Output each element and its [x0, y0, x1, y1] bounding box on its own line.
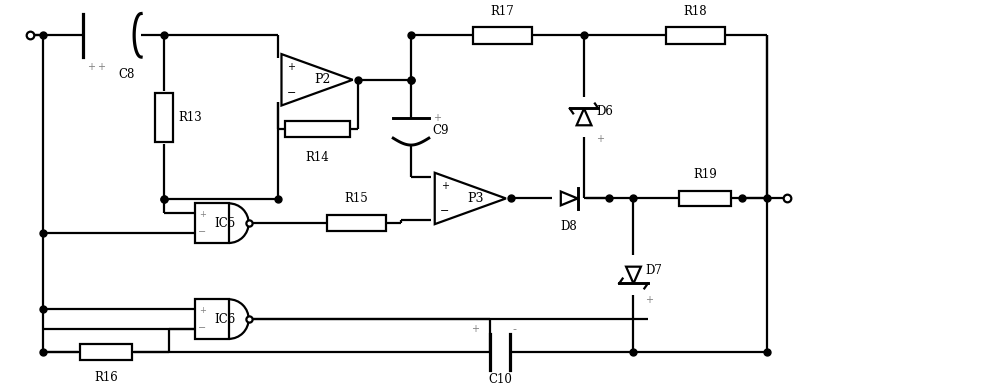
Text: −: − — [287, 88, 296, 98]
Text: D6: D6 — [596, 105, 613, 119]
Text: +: + — [287, 62, 295, 72]
Polygon shape — [281, 54, 353, 106]
Bar — [195, 299, 229, 339]
Bar — [285, 121, 350, 137]
Polygon shape — [626, 267, 641, 284]
Polygon shape — [577, 108, 591, 125]
Bar — [80, 344, 132, 360]
Text: D8: D8 — [561, 220, 578, 233]
Text: −: − — [198, 323, 206, 333]
Text: C8: C8 — [118, 68, 134, 81]
Polygon shape — [561, 191, 578, 206]
Text: IC5: IC5 — [214, 217, 236, 230]
Text: R16: R16 — [94, 372, 118, 385]
Bar — [155, 93, 173, 142]
Text: +: + — [97, 62, 105, 72]
Text: −: − — [440, 206, 449, 216]
Text: +: + — [441, 181, 449, 191]
Text: −: − — [198, 227, 206, 237]
Bar — [195, 204, 229, 243]
Bar — [679, 191, 731, 206]
Text: R14: R14 — [306, 151, 329, 164]
Text: C9: C9 — [433, 124, 449, 137]
Bar — [327, 215, 386, 231]
Text: P3: P3 — [467, 192, 484, 205]
Text: C10: C10 — [488, 374, 512, 386]
Text: +: + — [87, 62, 95, 72]
Text: +: + — [433, 113, 441, 123]
Text: R15: R15 — [345, 192, 369, 206]
Bar — [473, 27, 532, 44]
Text: -: - — [513, 324, 517, 334]
Text: R13: R13 — [179, 111, 202, 124]
Text: P2: P2 — [314, 73, 330, 86]
Text: +: + — [596, 134, 604, 144]
Text: D7: D7 — [645, 264, 662, 277]
Text: +: + — [199, 210, 206, 219]
Bar — [666, 27, 725, 44]
Text: IC6: IC6 — [214, 312, 236, 326]
Text: R18: R18 — [683, 5, 707, 18]
Text: R17: R17 — [491, 5, 514, 18]
Text: +: + — [471, 324, 479, 334]
Text: R19: R19 — [693, 168, 717, 181]
Polygon shape — [435, 173, 506, 224]
Text: +: + — [645, 295, 653, 305]
Text: +: + — [199, 306, 206, 315]
